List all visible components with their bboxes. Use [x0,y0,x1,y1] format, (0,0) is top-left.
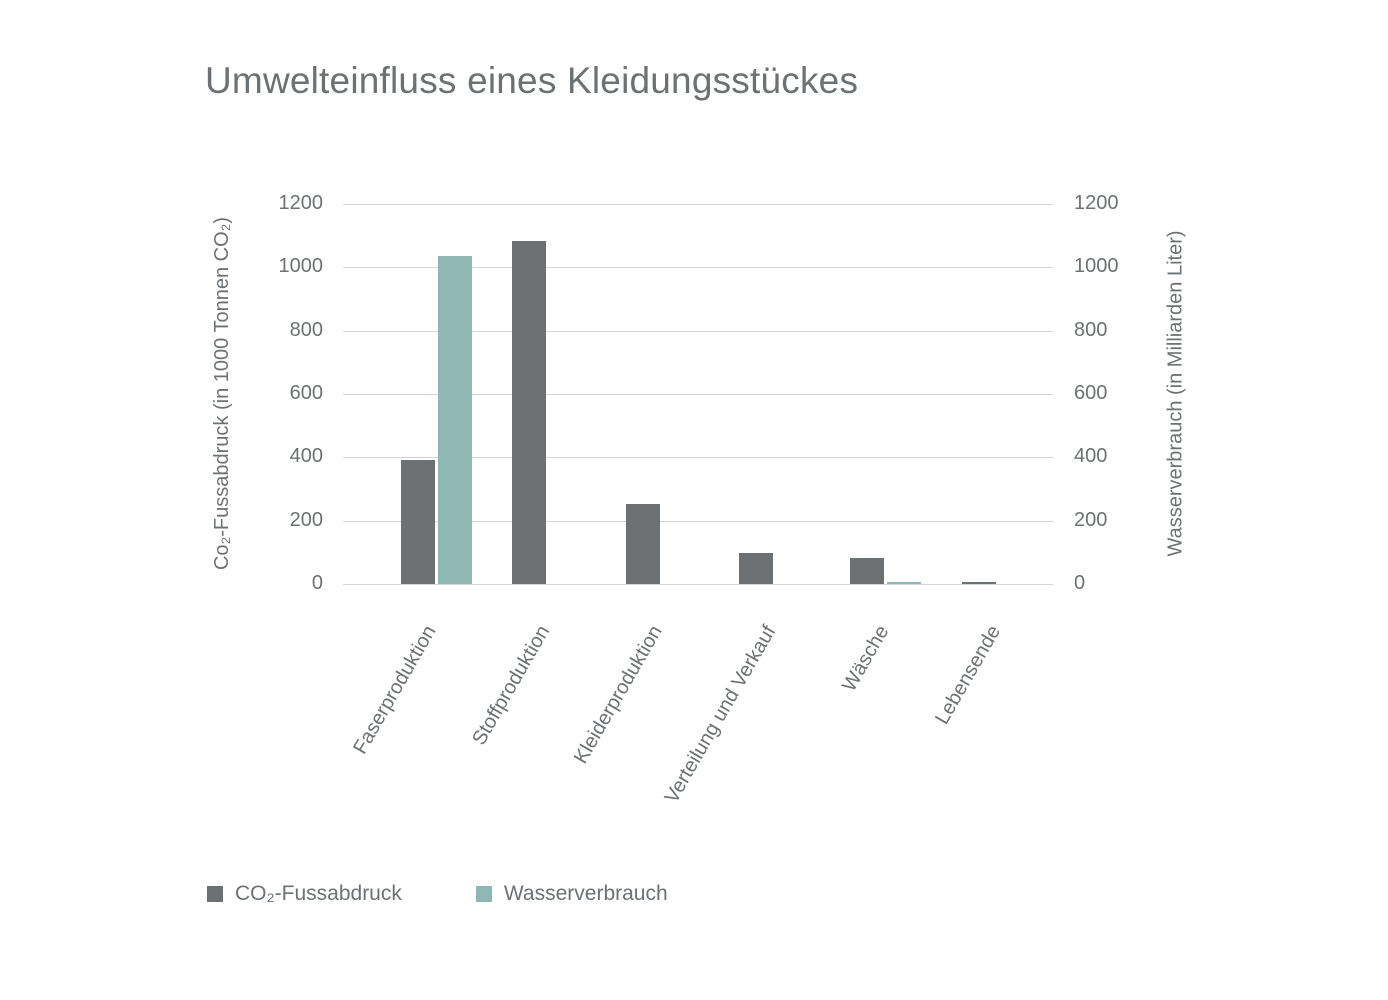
left-tick-label: 1200 [278,192,324,214]
left-axis-title: Co₂-Fussabdruck (in 1000 Tonnen CO₂) [210,216,233,571]
co2-bar [512,240,546,584]
plot-area [343,204,1053,585]
left-tick-label: 200 [289,508,323,531]
category-label: Kleiderproduktion [569,621,667,768]
right-tick-label: 1200 [1074,192,1119,214]
gridline [343,520,1053,522]
gridline [343,584,1053,585]
gridline [343,330,1053,332]
category-label: Stoffproduktion [468,621,555,749]
right-tick-label: 600 [1074,382,1108,404]
right-tick-label: 200 [1074,508,1108,531]
left-tick-label: 800 [289,318,323,341]
legend-item-co2: CO₂-Fussabdruck [207,882,402,906]
category-label: Verteilung und Verkauf [660,621,781,808]
water-swatch-icon [475,886,492,902]
category-label: Wäsche [838,621,894,696]
legend-label: Wasserverbrauch [503,882,668,905]
left-tick-label: 1000 [278,255,324,278]
co2-swatch-icon [207,886,223,902]
co2-bar [401,460,435,584]
co2-bar [850,558,884,584]
legend-item-water: Wasserverbrauch [475,882,668,906]
co2-bar [739,552,773,584]
legend-label: CO₂-Fussabdruck [235,882,402,905]
chart-title: Umwelteinfluss eines Kleidungsstückes [205,60,859,101]
category-label: Lebensende [931,621,1006,729]
right-tick-label: 0 [1074,572,1086,594]
right-tick-label: 1000 [1074,255,1119,278]
water-bar [438,256,472,584]
water-bar [887,582,921,584]
right-tick-label: 800 [1074,318,1108,341]
legend: CO₂-Fussabdruck Wasserverbrauch [207,882,742,906]
left-tick-label: 0 [311,572,323,594]
co2-bar [626,503,660,584]
gridline [343,457,1053,459]
left-tick-label: 400 [289,445,323,468]
category-label: Faserproduktion [349,621,441,758]
right-axis-title: Wasserverbrauch (in Milliarden Liter) [1164,230,1187,557]
gridline [343,267,1053,269]
gridline [343,394,1053,395]
co2-bar [962,582,996,584]
gridline [343,204,1053,205]
left-tick-label: 600 [289,382,323,404]
right-tick-label: 400 [1074,445,1108,468]
